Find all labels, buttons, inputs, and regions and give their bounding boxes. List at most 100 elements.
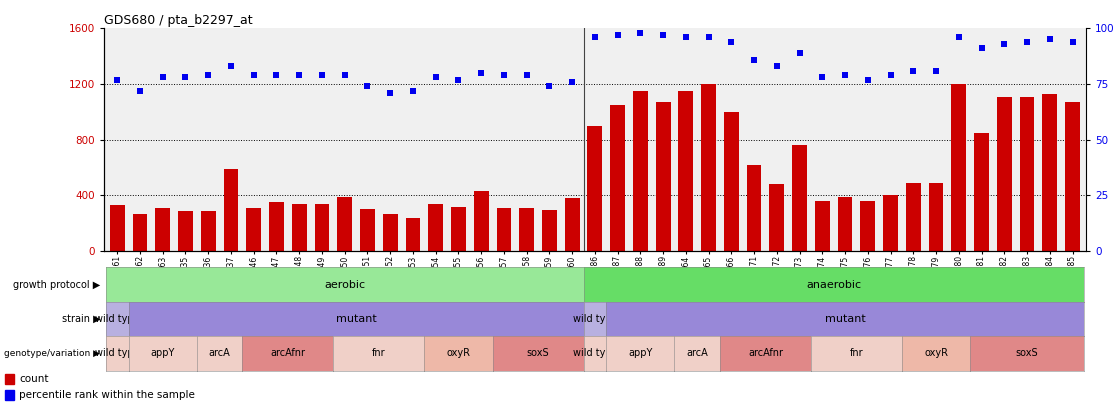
Bar [201, 211, 216, 251]
Bar [543, 210, 557, 251]
Bar [383, 213, 398, 251]
Bar [4, 374, 14, 384]
Bar [4, 390, 14, 400]
Bar [497, 208, 511, 251]
Point [837, 72, 854, 78]
Point [654, 32, 672, 38]
Point [176, 74, 195, 81]
Point [335, 72, 353, 78]
Bar [770, 184, 784, 251]
Point [291, 72, 309, 78]
Text: anaerobic: anaerobic [807, 279, 861, 290]
Bar [1019, 96, 1035, 251]
Point [905, 67, 922, 74]
Text: fnr: fnr [372, 348, 385, 358]
Point [518, 72, 536, 78]
Point [700, 34, 717, 40]
Bar [133, 213, 147, 251]
Point [1064, 38, 1082, 45]
Text: oxyR: oxyR [924, 348, 948, 358]
Point [131, 87, 149, 94]
Point [632, 30, 649, 36]
Bar [110, 205, 125, 251]
Bar [838, 197, 852, 251]
Bar [428, 204, 443, 251]
Bar [338, 197, 352, 251]
Bar [565, 198, 579, 251]
Bar [519, 208, 534, 251]
Text: wild type: wild type [573, 314, 617, 324]
Bar [656, 102, 671, 251]
Point [881, 72, 899, 78]
Bar [1043, 94, 1057, 251]
Text: arcA: arcA [208, 348, 231, 358]
Bar [951, 84, 966, 251]
Point [859, 76, 877, 83]
Text: mutant: mutant [824, 314, 866, 324]
Point [267, 72, 285, 78]
Point [359, 83, 377, 90]
Point [427, 74, 444, 81]
Bar [724, 112, 739, 251]
Bar [929, 183, 944, 251]
Bar [246, 208, 261, 251]
Point [472, 70, 490, 76]
Point [313, 72, 331, 78]
Point [449, 76, 468, 83]
Text: soxS: soxS [527, 348, 549, 358]
Point [199, 72, 217, 78]
Text: soxS: soxS [1016, 348, 1038, 358]
Bar [997, 96, 1012, 251]
Bar [678, 91, 693, 251]
Text: wild type: wild type [573, 348, 617, 358]
Bar [314, 204, 330, 251]
Text: arcAfnr: arcAfnr [747, 348, 783, 358]
Bar [1065, 102, 1079, 251]
Bar [224, 169, 238, 251]
Bar [701, 84, 716, 251]
Bar [587, 126, 603, 251]
Bar [270, 202, 284, 251]
Text: fnr: fnr [850, 348, 863, 358]
Text: oxyR: oxyR [447, 348, 470, 358]
Point [745, 56, 763, 63]
Point [791, 49, 809, 56]
Point [973, 45, 990, 51]
Bar [610, 105, 625, 251]
Point [381, 90, 399, 96]
Text: growth protocol ▶: growth protocol ▶ [13, 279, 100, 290]
Text: genotype/variation ▶: genotype/variation ▶ [4, 349, 100, 358]
Bar [746, 165, 762, 251]
Point [995, 40, 1013, 47]
Text: count: count [19, 374, 49, 384]
Text: aerobic: aerobic [324, 279, 365, 290]
Point [222, 63, 240, 70]
Text: percentile rank within the sample: percentile rank within the sample [19, 390, 195, 400]
Bar [473, 191, 489, 251]
Point [1040, 36, 1058, 43]
Text: arcAfnr: arcAfnr [271, 348, 305, 358]
Point [722, 38, 740, 45]
Point [950, 34, 968, 40]
Bar [405, 218, 420, 251]
Point [608, 32, 626, 38]
Bar [906, 183, 920, 251]
Bar [974, 133, 989, 251]
Point [768, 63, 785, 70]
Point [154, 74, 172, 81]
Bar [860, 201, 876, 251]
Bar [155, 208, 170, 251]
Text: mutant: mutant [335, 314, 377, 324]
Bar [815, 201, 830, 251]
Point [404, 87, 422, 94]
Point [564, 79, 582, 85]
Bar [178, 211, 193, 251]
Bar [360, 209, 374, 251]
Bar [633, 91, 647, 251]
Point [927, 67, 945, 74]
Text: strain ▶: strain ▶ [62, 314, 100, 324]
Bar [792, 145, 807, 251]
Point [1018, 38, 1036, 45]
Text: GDS680 / pta_b2297_at: GDS680 / pta_b2297_at [104, 14, 252, 27]
Bar [292, 204, 306, 251]
